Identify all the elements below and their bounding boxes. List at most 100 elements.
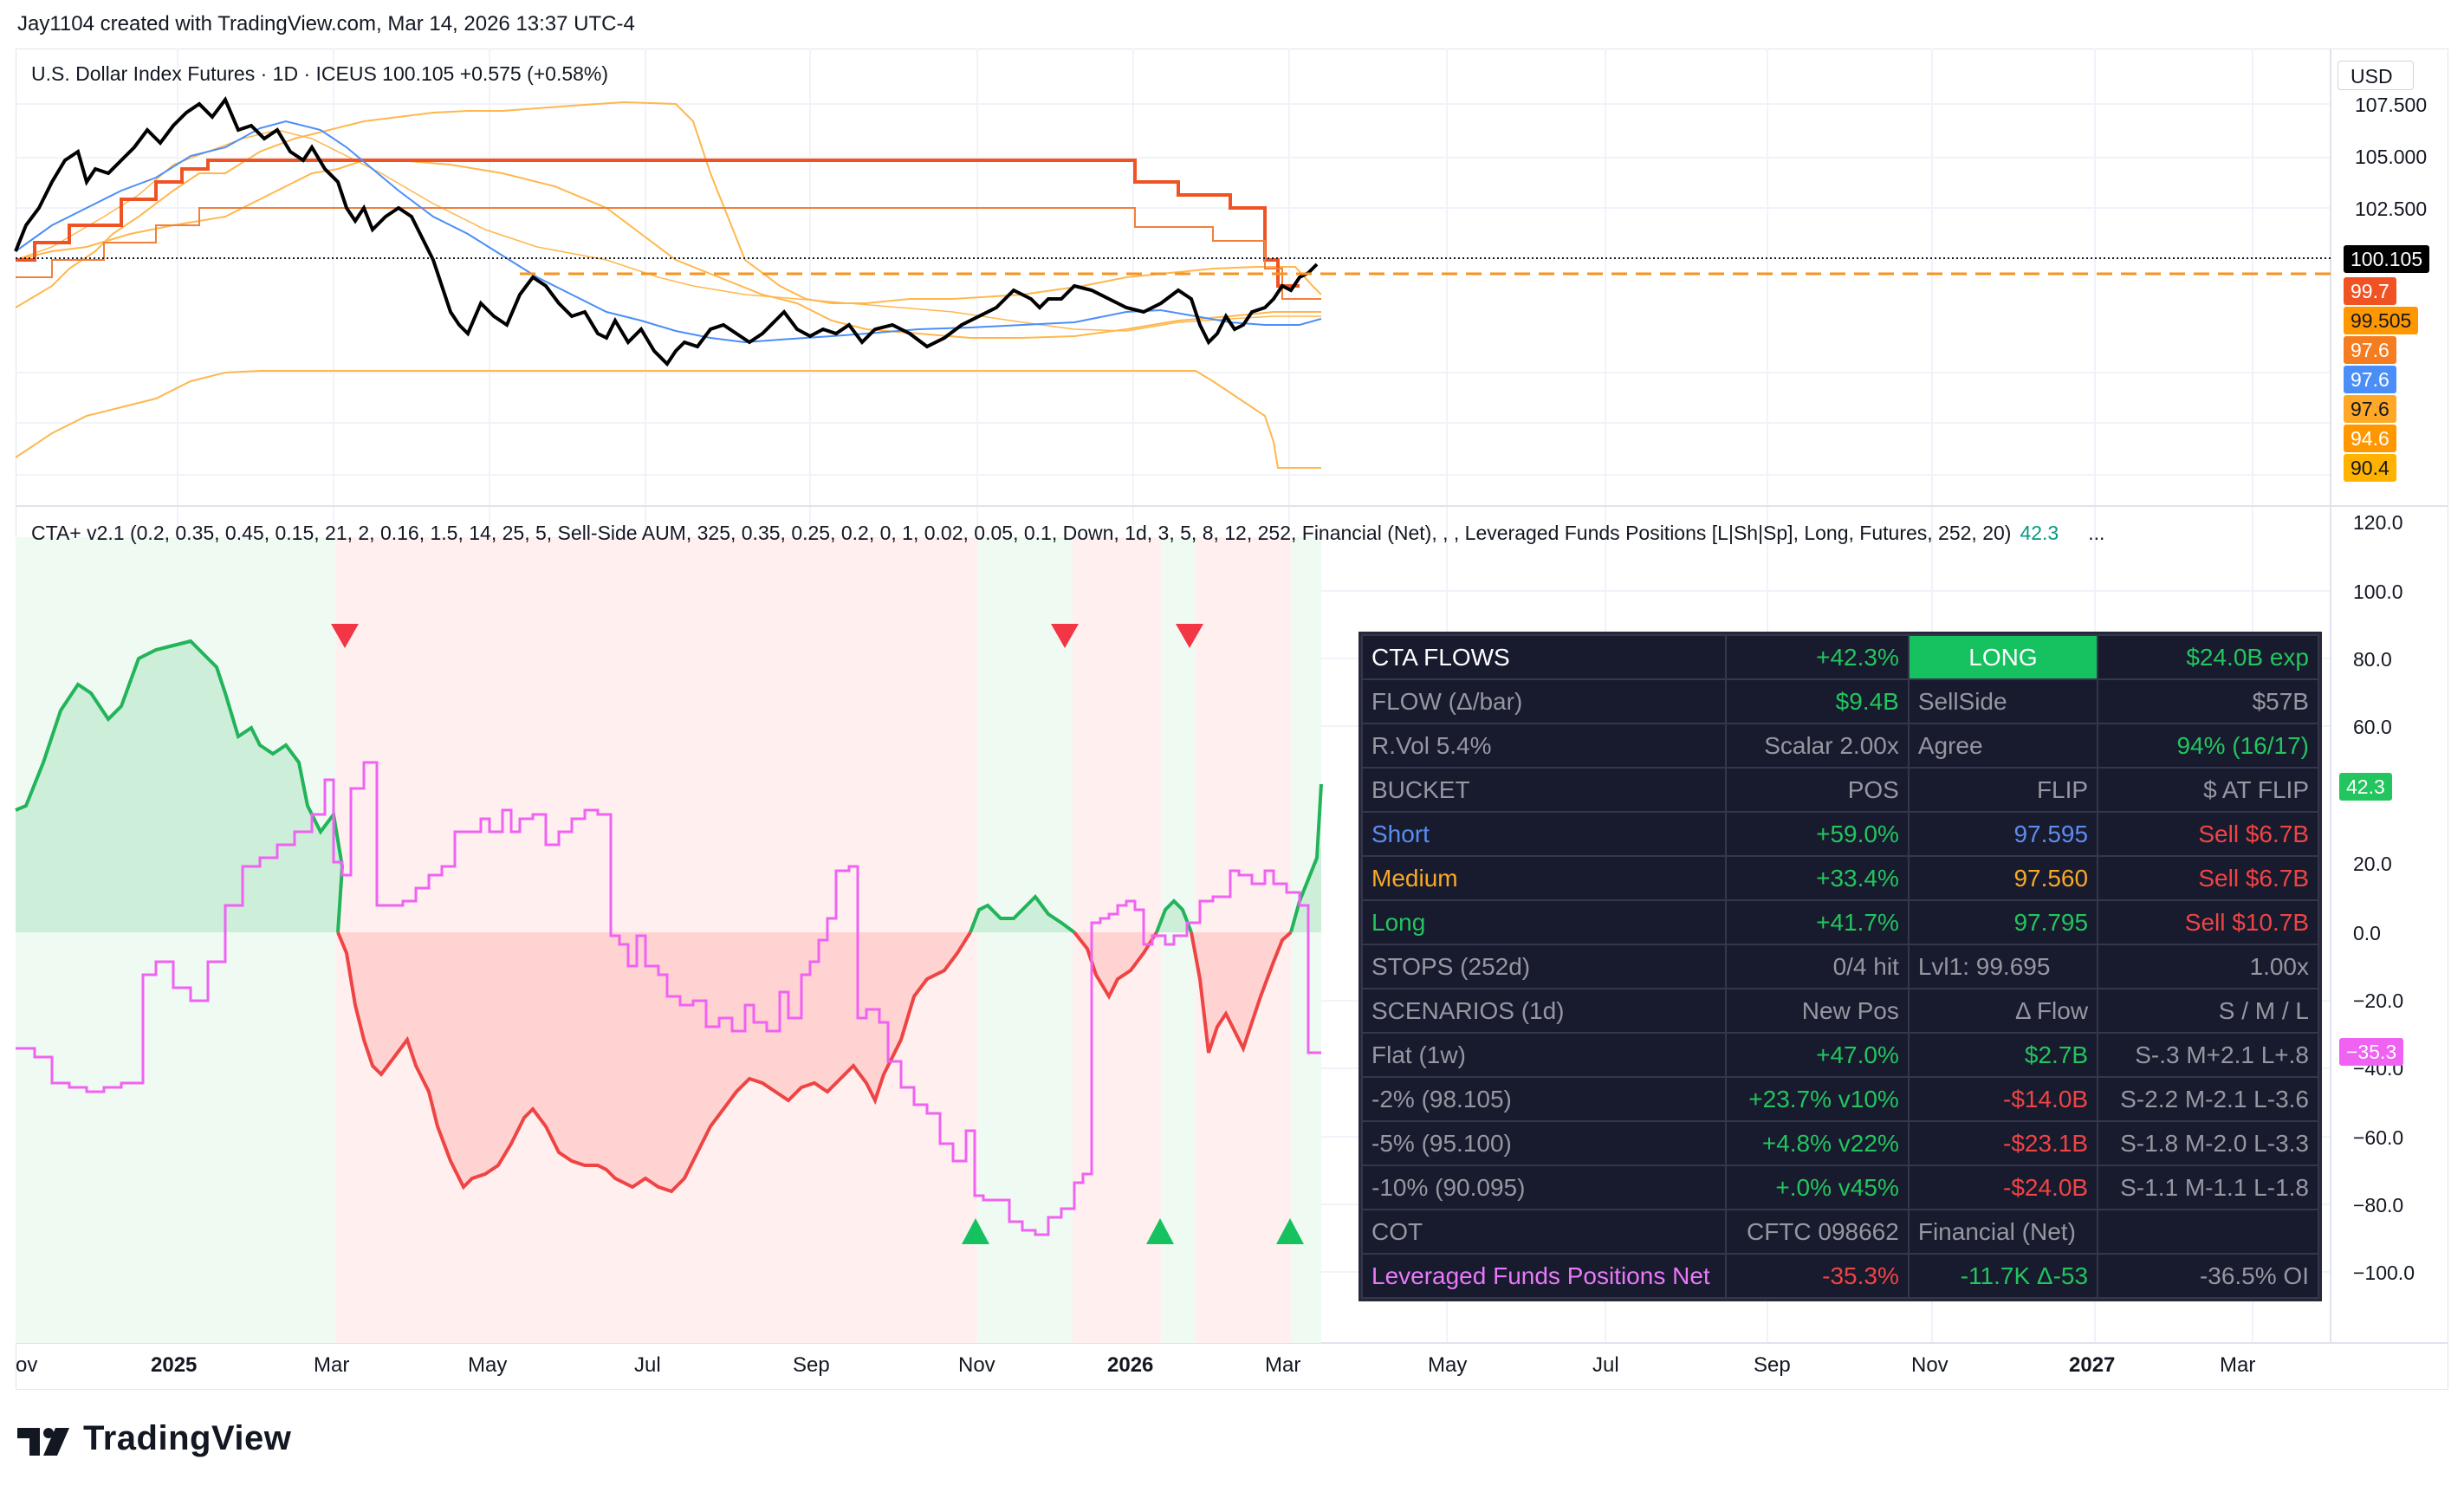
tradingview-wordmark[interactable]: TradingView xyxy=(83,1419,292,1457)
cta-flows-table: CTA FLOWS +42.3% LONG $24.0B exp FLOW (Δ/bar… xyxy=(1358,632,2322,1301)
indicator-axis-tick: 80.0 xyxy=(2353,648,2392,671)
long-regime-bg xyxy=(977,537,1073,1343)
price-line xyxy=(14,96,1319,367)
table-cell: CTA FLOWS xyxy=(1361,634,1727,680)
table-cell: SCENARIOS (1d) xyxy=(1361,988,1727,1034)
cta-position-line-green xyxy=(1155,898,1193,933)
cta-area-negative xyxy=(1074,932,1157,996)
table-cell: STOPS (252d) xyxy=(1361,944,1727,989)
table-cell: $2.7B xyxy=(1907,1032,2099,1078)
buy-signal-arrow xyxy=(962,1218,989,1244)
time-axis-tick: Mar xyxy=(1265,1353,1301,1377)
buy-signal-arrow xyxy=(1146,1218,1174,1244)
table-cell: S-2.2 M-2.1 L-3.6 xyxy=(2097,1076,2319,1122)
table-cell: CFTC 098662 xyxy=(1724,1209,1910,1255)
price-tag: 97.6 xyxy=(2344,366,2396,393)
cta-position-line-green xyxy=(1289,783,1323,933)
table-cell: New Pos xyxy=(1724,988,1910,1034)
long-regime-bg xyxy=(1161,537,1196,1343)
table-row: SCENARIOS (1d) New Pos Δ Flow S / M / L xyxy=(1361,988,2319,1034)
time-axis-tick: Jul xyxy=(634,1353,661,1377)
sell-signal-arrow xyxy=(1051,624,1079,648)
table-cell: 1.00x xyxy=(2097,944,2319,989)
table-row: STOPS (252d) 0/4 hit Lvl1: 99.695 1.00x xyxy=(1361,944,2319,989)
table-row: R.Vol 5.4% Scalar 2.00x Agree 94% (16/17) xyxy=(1361,723,2319,769)
cta-area-negative xyxy=(338,932,970,1191)
indicator-axis-tick: −100.0 xyxy=(2353,1262,2415,1284)
table-cell: -$23.1B xyxy=(1907,1120,2099,1166)
cta-position-line-green xyxy=(969,893,1076,934)
price-tag: 97.6 xyxy=(2344,336,2396,364)
time-axis-tick: Nov xyxy=(1911,1353,1949,1377)
sell-signal-arrow xyxy=(1176,624,1203,648)
buy-signal-arrow xyxy=(1276,1218,1304,1244)
table-cell: LONG xyxy=(1907,634,2099,680)
table-row: COT CFTC 098662 Financial (Net) xyxy=(1361,1209,2319,1255)
tradingview-logo-icon[interactable] xyxy=(17,1421,78,1461)
time-axis-tick: 2027 xyxy=(2069,1353,2116,1377)
cta-area-positive xyxy=(1157,901,1191,932)
table-cell: Δ Flow xyxy=(1907,988,2099,1034)
author-caption: Jay1104 created with TradingView.com, Ma… xyxy=(17,12,635,36)
table-cell: Sell $6.7B xyxy=(2097,811,2319,857)
table-cell: Financial (Net) xyxy=(1907,1209,2099,1255)
table-cell: -$14.0B xyxy=(1907,1076,2099,1122)
stop-line-orange-thin xyxy=(16,207,1321,300)
cta-flip-line xyxy=(15,159,1321,339)
table-cell: +47.0% xyxy=(1724,1032,1910,1078)
table-row: Short +59.0% 97.595 Sell $6.7B xyxy=(1361,811,2319,857)
blue-ma-line xyxy=(15,120,1322,344)
indicator-axis-tick: 60.0 xyxy=(2353,716,2392,738)
indicator-legend-text: CTA+ v2.1 (0.2, 0.35, 0.45, 0.15, 21, 2,… xyxy=(31,522,2012,544)
table-row: -2% (98.105) +23.7% v10% -$14.0B S-2.2 M-2.… xyxy=(1361,1076,2319,1122)
table-row: Flat (1w) +47.0% $2.7B S-.3 M+2.1 L+.8 xyxy=(1361,1032,2319,1078)
price-tag: 99.7 xyxy=(2344,277,2396,305)
sell-signal-arrow xyxy=(331,624,359,648)
price-axis-tick: 107.500 xyxy=(2355,94,2428,116)
table-cell: +33.4% xyxy=(1724,855,1910,901)
time-axis-tick: May xyxy=(1428,1353,1468,1377)
table-cell: Short xyxy=(1361,811,1727,857)
table-row: Leveraged Funds Positions Net -35.3% -11.7… xyxy=(1361,1253,2319,1299)
price-legend[interactable]: U.S. Dollar Index Futures · 1D · ICEUS 1… xyxy=(31,62,609,85)
table-cell: +4.8% v22% xyxy=(1724,1120,1910,1166)
table-cell: -2% (98.105) xyxy=(1361,1076,1727,1122)
price-pane xyxy=(14,96,2331,469)
table-row: CTA FLOWS +42.3% LONG $24.0B exp xyxy=(1361,634,2319,680)
more-icon[interactable]: ... xyxy=(2088,522,2105,544)
cta-position-line-red xyxy=(1190,931,1293,1054)
indicator-axis-tick: −80.0 xyxy=(2353,1194,2404,1216)
indicator-axis-tick: 120.0 xyxy=(2353,511,2403,534)
table-row: -10% (90.095) +.0% v45% -$24.0B S-1.1 M-1.1… xyxy=(1361,1164,2319,1210)
table-cell: FLIP xyxy=(1907,767,2099,813)
table-cell: -36.5% OI xyxy=(2097,1253,2319,1299)
table-row: BUCKET POS FLIP $ AT FLIP xyxy=(1361,767,2319,813)
table-cell: FLOW (Δ/bar) xyxy=(1361,678,1727,724)
price-axis-tick: 102.500 xyxy=(2355,198,2428,220)
table-cell: 97.560 xyxy=(1907,855,2099,901)
cta-position-line-red xyxy=(336,931,972,1194)
time-axis-tick: Sep xyxy=(793,1353,830,1377)
time-axis-tick: 2026 xyxy=(1107,1353,1154,1377)
indicator-legend[interactable]: CTA+ v2.1 (0.2, 0.35, 0.45, 0.15, 21, 2,… xyxy=(31,522,2104,545)
stop-band-lower xyxy=(15,370,1321,469)
table-cell: Leveraged Funds Positions Net xyxy=(1361,1253,1727,1299)
cta-pane xyxy=(15,537,1323,1343)
long-regime-bg xyxy=(1291,537,1321,1343)
table-cell xyxy=(2097,1209,2319,1255)
table-cell: Agree xyxy=(1907,723,2099,769)
time-axis-tick: Jul xyxy=(1592,1353,1619,1377)
indicator-legend-value: 42.3 xyxy=(2020,522,2059,544)
table-cell: $57B xyxy=(2097,678,2319,724)
table-cell: Scalar 2.00x xyxy=(1724,723,1910,769)
table-cell: +.0% v45% xyxy=(1724,1164,1910,1210)
currency-button[interactable]: USD xyxy=(2338,61,2414,90)
cta-area-positive xyxy=(970,897,1074,932)
table-cell: Sell $10.7B xyxy=(2097,899,2319,945)
table-cell: 97.795 xyxy=(1907,899,2099,945)
table-cell: $ AT FLIP xyxy=(2097,767,2319,813)
indicator-value-tag: −35.3 xyxy=(2339,1038,2404,1066)
table-cell: -11.7K Δ-53 xyxy=(1907,1253,2099,1299)
time-axis-tick: May xyxy=(468,1353,508,1377)
